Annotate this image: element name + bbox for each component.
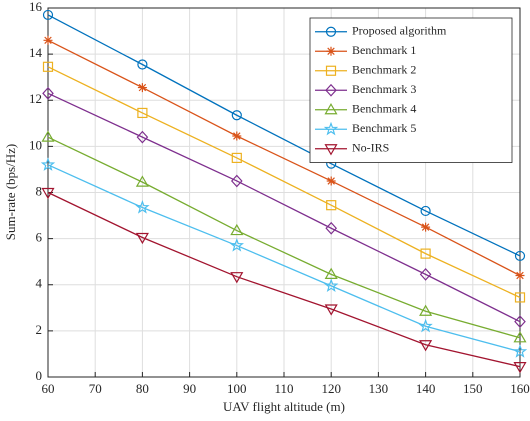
x-tick-label: 70 [89, 381, 102, 396]
legend-label: Proposed algorithm [352, 24, 447, 38]
x-axis-label: UAV flight altitude (m) [223, 399, 345, 414]
data-point [325, 221, 338, 235]
data-point [419, 340, 433, 352]
data-point [42, 61, 54, 72]
legend-marker [325, 26, 337, 37]
data-point [512, 344, 528, 358]
data-point [135, 199, 150, 214]
data-point [232, 131, 242, 141]
x-tick-label: 100 [227, 381, 247, 396]
legend-marker [325, 65, 337, 76]
data-point [326, 176, 336, 186]
legend-label: Benchmark 3 [352, 82, 416, 96]
legend-label: No-IRS [352, 141, 389, 155]
y-tick-label: 8 [36, 183, 43, 198]
data-point [40, 157, 56, 171]
y-tick-label: 0 [36, 368, 43, 383]
y-tick-label: 12 [29, 91, 42, 106]
legend-label: Benchmark 1 [352, 43, 416, 57]
data-point [231, 152, 242, 164]
legend-marker [323, 121, 339, 136]
series-line [47, 66, 521, 299]
data-point [324, 278, 339, 293]
data-point [514, 250, 526, 262]
legend-label: Benchmark 2 [352, 63, 416, 77]
data-point [324, 304, 338, 316]
data-point [514, 292, 526, 303]
data-point [513, 362, 527, 374]
x-tick-label: 160 [510, 381, 530, 396]
data-point [41, 130, 55, 142]
y-tick-label: 16 [29, 0, 43, 14]
data-point [230, 174, 243, 188]
series-line [47, 136, 521, 339]
y-tick-label: 4 [36, 276, 43, 291]
data-point [42, 9, 54, 21]
series-line [47, 14, 521, 257]
data-point [136, 130, 149, 144]
x-tick-label: 80 [136, 381, 149, 396]
legend-marker [326, 46, 336, 56]
data-point [418, 318, 433, 333]
y-tick-label: 2 [36, 322, 43, 337]
y-tick-label: 10 [29, 137, 42, 152]
legend-marker [324, 103, 338, 115]
data-point [137, 83, 147, 93]
data-point [42, 86, 54, 100]
series-line [47, 39, 521, 277]
x-tick-label: 60 [42, 381, 55, 396]
data-point [137, 107, 148, 119]
x-tick-label: 90 [183, 381, 196, 396]
data-point [229, 237, 244, 252]
data-point [231, 110, 242, 121]
series-line [47, 164, 521, 353]
data-point [43, 35, 53, 45]
data-point [135, 232, 149, 245]
data-point [514, 315, 526, 329]
data-point [41, 187, 55, 200]
data-point [137, 59, 148, 70]
data-point [420, 248, 431, 259]
data-point [326, 200, 337, 211]
series-line [47, 191, 521, 368]
legend-label: Benchmark 4 [352, 102, 416, 116]
data-point [421, 222, 431, 232]
data-point [515, 271, 525, 281]
series-line [47, 92, 521, 323]
data-point [419, 304, 433, 316]
x-tick-label: 140 [416, 381, 436, 396]
x-tick-label: 110 [274, 381, 293, 396]
data-point [230, 272, 244, 284]
data-point [135, 175, 149, 187]
data-point [419, 267, 432, 281]
data-point [420, 205, 431, 217]
x-tick-label: 130 [369, 381, 389, 396]
y-tick-label: 6 [36, 230, 43, 245]
data-point [230, 223, 244, 236]
y-axis-label: Sum-rate (bps/Hz) [3, 144, 18, 240]
data-point [513, 331, 527, 343]
x-tick-label: 120 [321, 381, 341, 396]
x-tick-label: 150 [463, 381, 483, 396]
legend-label: Benchmark 5 [352, 121, 416, 135]
legend-marker [324, 144, 338, 156]
legend-marker [325, 83, 337, 97]
y-tick-label: 14 [29, 45, 43, 60]
